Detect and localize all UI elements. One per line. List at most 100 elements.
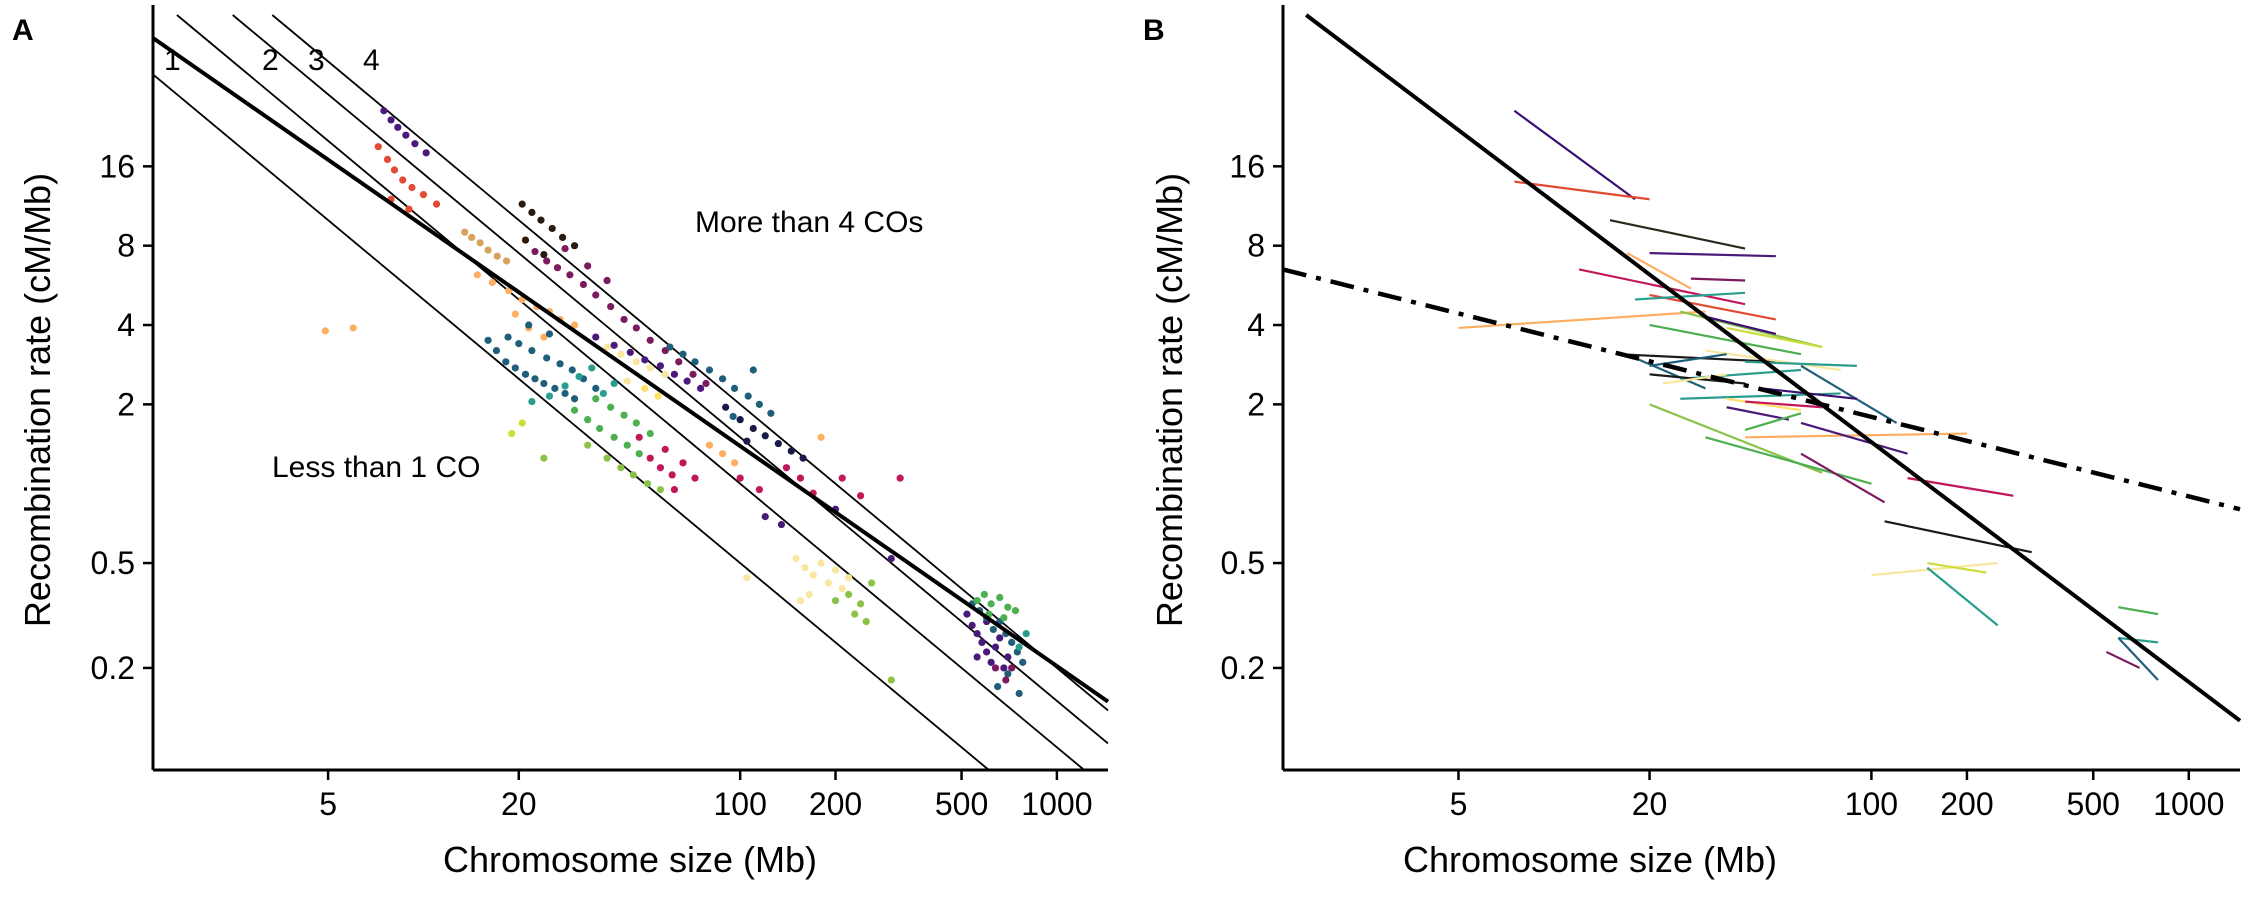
data-point	[584, 416, 592, 424]
data-point	[623, 441, 631, 449]
data-point	[349, 324, 357, 332]
species-segment	[1927, 561, 1987, 574]
panel-a-y-tick-label: 0.2	[91, 650, 135, 686]
panel-b-species-segments	[1458, 109, 2159, 681]
data-point	[592, 333, 600, 341]
data-point	[661, 370, 669, 378]
panel-a-y-axis-label: Recombination rate (cM/Mb)	[17, 173, 58, 627]
panel-a-x-tick-label: 1000	[1021, 786, 1092, 822]
data-point	[1008, 638, 1016, 646]
panel-a-x-tick-label: 500	[935, 786, 988, 822]
reference-line-1	[152, 73, 990, 771]
data-point	[1022, 629, 1030, 638]
data-point	[796, 474, 805, 482]
data-point	[380, 107, 388, 115]
data-point	[561, 389, 569, 398]
panel-b-y-tick-label: 0.2	[1221, 650, 1265, 686]
data-point	[736, 416, 744, 424]
species-segment	[1578, 268, 1746, 306]
panel-a-x-tick-label: 5	[319, 786, 337, 822]
data-point	[561, 244, 569, 253]
species-segment	[1705, 349, 1841, 372]
data-point	[896, 474, 904, 482]
data-point	[755, 485, 763, 494]
data-point	[679, 459, 687, 467]
data-point	[963, 610, 971, 618]
panel-b-y-tick-label: 2	[1247, 386, 1265, 422]
data-point	[461, 228, 469, 236]
data-point	[656, 464, 665, 472]
data-point	[584, 262, 592, 270]
data-point	[1004, 603, 1012, 611]
data-point	[374, 143, 382, 151]
regression-line	[151, 36, 1110, 704]
data-point	[743, 437, 751, 445]
panel-a-y-tick-label: 8	[117, 228, 135, 264]
reference-line-3	[232, 14, 1109, 745]
data-point	[543, 257, 551, 265]
data-point	[862, 617, 870, 626]
data-point	[579, 280, 588, 289]
data-point	[511, 364, 519, 372]
data-point	[383, 155, 392, 163]
data-point	[973, 629, 981, 638]
species-segment	[1726, 326, 1823, 349]
data-point	[989, 625, 997, 634]
data-point	[632, 358, 640, 366]
species-segment	[2117, 637, 2159, 681]
species-segment	[1800, 364, 1898, 424]
data-point	[994, 682, 1002, 691]
species-segment	[1634, 291, 1746, 301]
data-point	[610, 433, 618, 441]
dashdot-fit-line	[1282, 267, 2241, 512]
panel-b-x-tick-label: 1000	[2153, 786, 2224, 822]
data-point	[787, 447, 795, 455]
reference-line-label-3: 3	[308, 44, 325, 77]
data-point	[991, 643, 1000, 651]
data-point	[558, 233, 567, 242]
data-point	[774, 439, 782, 448]
panel-a-label: A	[12, 14, 34, 47]
data-point	[476, 239, 484, 247]
species-segment	[2105, 650, 2141, 669]
data-point	[777, 520, 786, 529]
data-point	[718, 375, 727, 383]
panel-a-y-tick-label: 16	[99, 148, 135, 184]
data-point	[540, 454, 548, 462]
species-segment	[1649, 353, 1727, 367]
species-segment	[1800, 421, 1908, 455]
panel-b-fit-lines	[1282, 13, 2242, 723]
data-point	[689, 370, 697, 378]
data-point	[968, 621, 976, 630]
data-point	[705, 366, 714, 374]
data-point	[556, 360, 564, 368]
data-point	[635, 450, 643, 458]
data-point	[321, 327, 329, 335]
data-point	[603, 454, 611, 462]
panel-b-axes: 5 20 100 200 500 1000 0.2 0.5 2 4 8 16	[1221, 5, 2240, 822]
annotation-less-than-1-co: Less than 1 CO	[272, 451, 480, 484]
data-point	[468, 233, 476, 242]
reference-line-label-4: 4	[363, 44, 380, 77]
data-point	[838, 584, 846, 593]
data-point	[887, 676, 895, 684]
data-point	[749, 366, 757, 374]
data-point	[528, 346, 536, 355]
data-point	[596, 424, 604, 433]
panel-b-y-tick-label: 16	[1229, 148, 1265, 184]
data-point	[620, 411, 628, 419]
data-point	[629, 471, 637, 479]
panel-b-y-axis-label: Recombination rate (cM/Mb)	[1149, 173, 1190, 627]
panel-b-x-tick-label: 500	[2067, 786, 2120, 822]
data-point	[801, 564, 809, 572]
data-point	[584, 441, 592, 449]
data-point	[540, 333, 548, 341]
data-point	[592, 395, 600, 403]
data-point	[996, 634, 1004, 642]
panel-a-x-tick-label: 20	[501, 786, 537, 822]
data-point	[1008, 664, 1016, 672]
data-point	[641, 356, 649, 364]
data-point	[838, 474, 846, 482]
data-point	[824, 579, 833, 587]
